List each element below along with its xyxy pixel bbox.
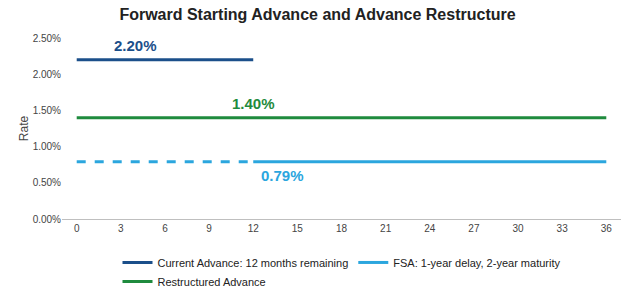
svg-text:0.79%: 0.79% [261, 167, 304, 184]
svg-text:0.00%: 0.00% [33, 214, 61, 225]
svg-text:Forward Starting Advance and A: Forward Starting Advance and Advance Res… [119, 6, 515, 23]
svg-text:1.50%: 1.50% [33, 105, 61, 116]
svg-text:1.40%: 1.40% [232, 95, 275, 112]
svg-text:Current Advance: 12 months rem: Current Advance: 12 months remaining [158, 257, 349, 269]
svg-text:24: 24 [424, 223, 436, 234]
svg-text:2.20%: 2.20% [114, 37, 157, 54]
svg-text:0: 0 [74, 223, 80, 234]
svg-text:9: 9 [206, 223, 212, 234]
svg-text:Rate: Rate [17, 116, 31, 142]
svg-text:2.00%: 2.00% [33, 69, 61, 80]
svg-text:33: 33 [557, 223, 569, 234]
svg-text:18: 18 [336, 223, 348, 234]
svg-text:2.50%: 2.50% [33, 33, 61, 44]
svg-text:30: 30 [512, 223, 524, 234]
svg-text:Restructured Advance: Restructured Advance [158, 276, 266, 288]
svg-text:36: 36 [601, 223, 613, 234]
svg-text:12: 12 [248, 223, 260, 234]
svg-text:27: 27 [468, 223, 480, 234]
svg-text:15: 15 [292, 223, 304, 234]
svg-text:6: 6 [162, 223, 168, 234]
svg-text:3: 3 [118, 223, 124, 234]
svg-text:1.00%: 1.00% [33, 141, 61, 152]
svg-text:21: 21 [380, 223, 392, 234]
svg-text:0.50%: 0.50% [33, 177, 61, 188]
svg-text:FSA: 1-year delay, 2-year matu: FSA: 1-year delay, 2-year maturity [393, 257, 560, 269]
